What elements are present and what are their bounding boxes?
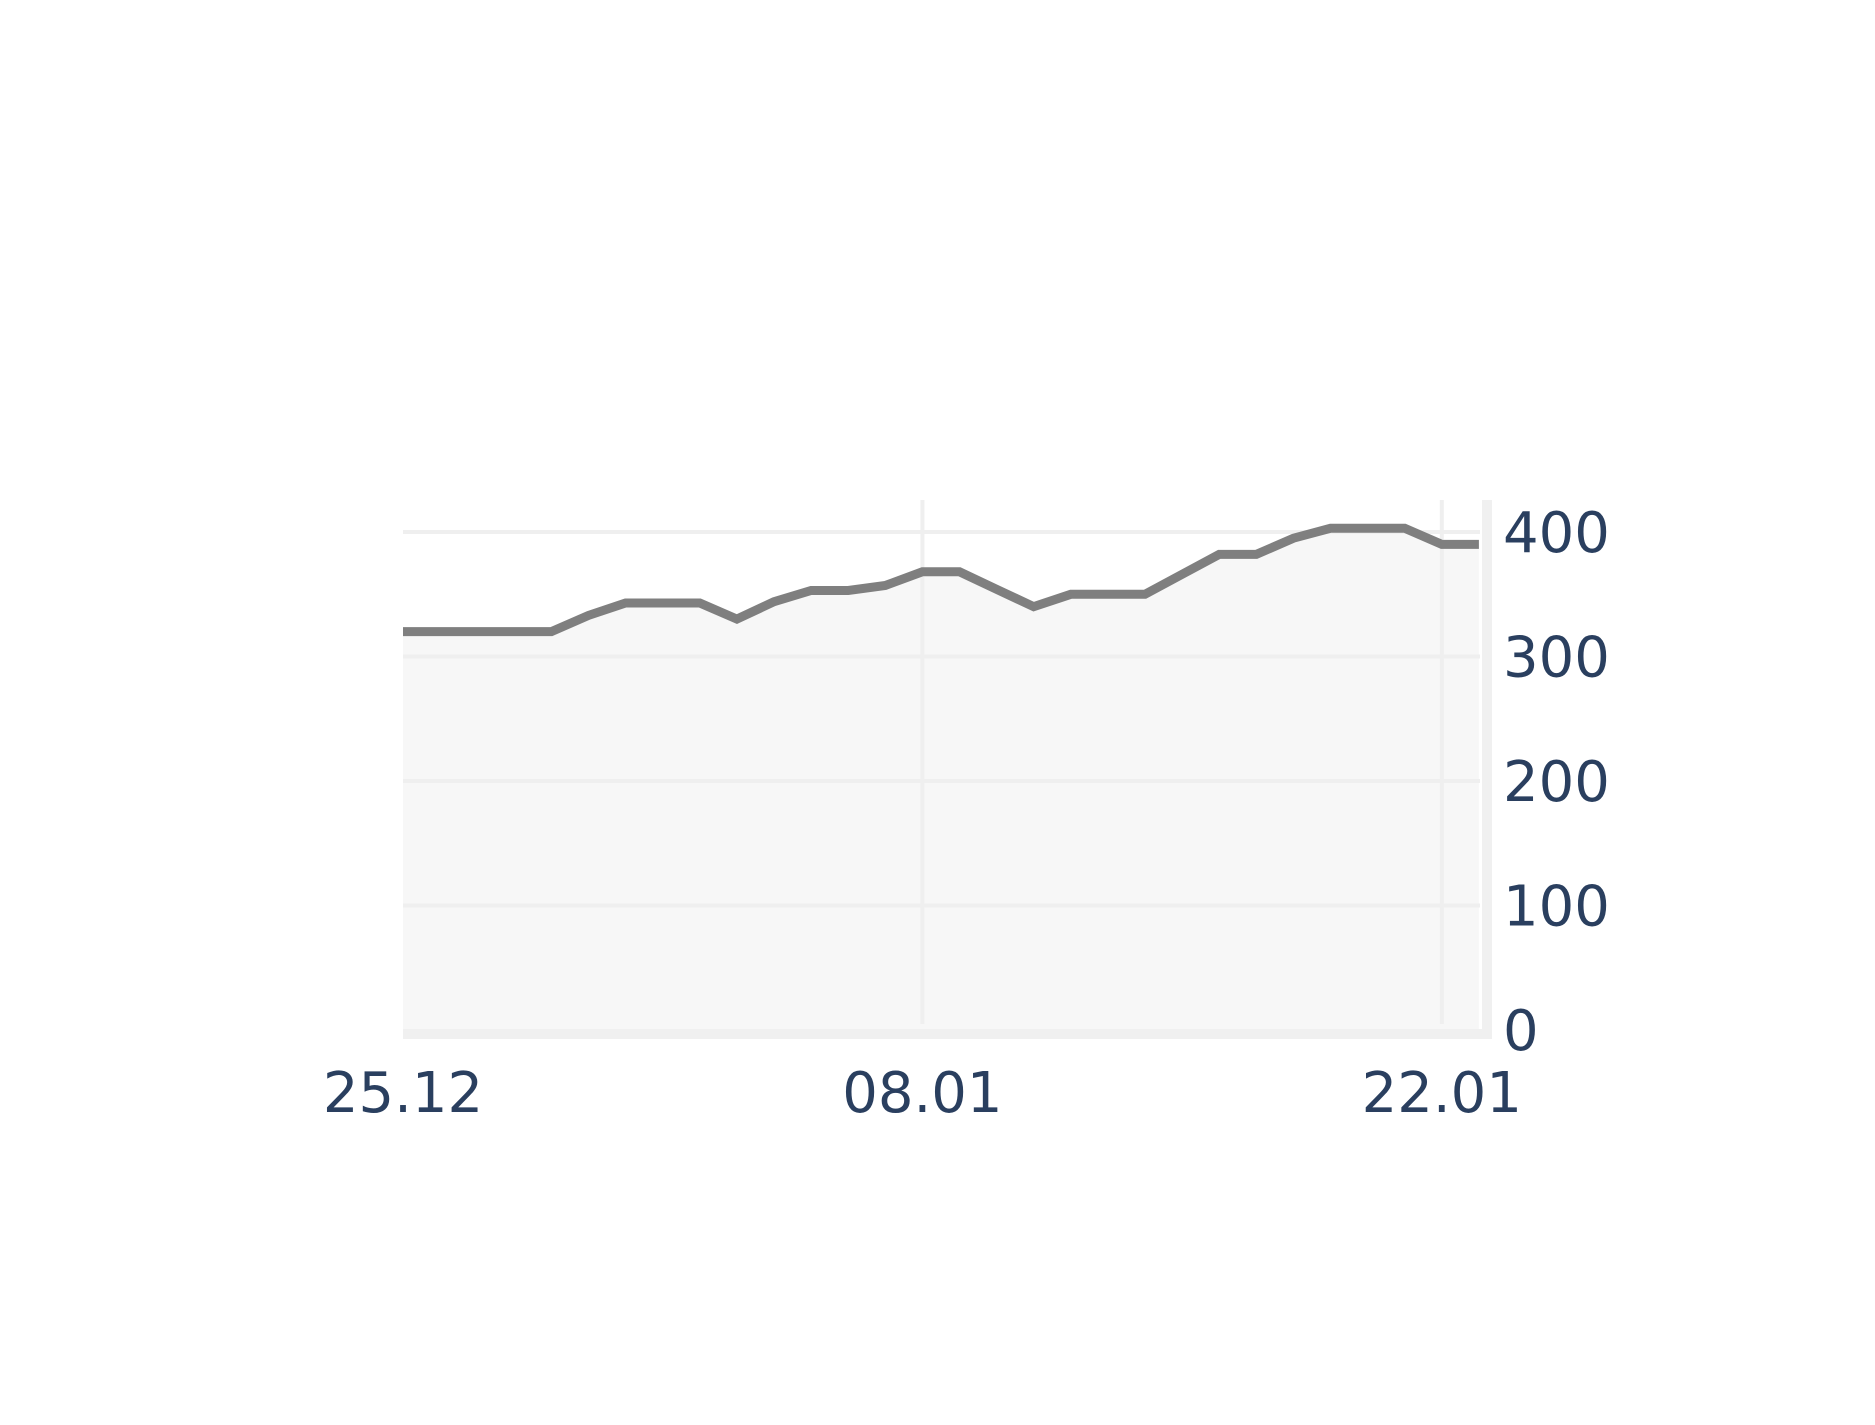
y-tick-label-300: 300	[1503, 626, 1610, 691]
y-tick-label-0: 0	[1503, 999, 1539, 1064]
area-layer	[403, 500, 1480, 1030]
y-tick-label-100: 100	[1503, 875, 1610, 940]
axis-layer	[403, 500, 1492, 1039]
x-tick-label-22.01: 22.01	[1362, 1061, 1522, 1126]
label-layer: 0 100 200 300 400 25.12 08.01 22.01	[323, 501, 1610, 1126]
x-tick-label-08.01: 08.01	[842, 1061, 1002, 1126]
series-line	[403, 523, 1479, 637]
line-layer	[403, 523, 1479, 637]
y-tick-label-200: 200	[1503, 750, 1610, 815]
y-tick-label-400: 400	[1503, 501, 1610, 566]
x-tick-label-25.12: 25.12	[323, 1061, 483, 1126]
